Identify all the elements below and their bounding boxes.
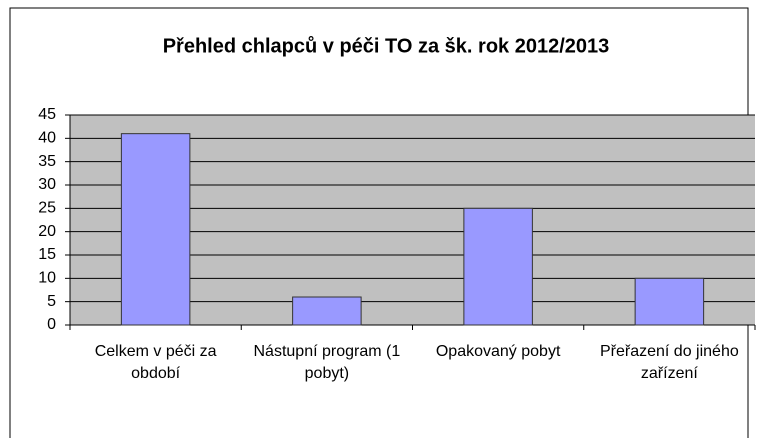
y-tick-label: 35 (38, 153, 56, 170)
y-tick-label: 15 (38, 246, 56, 263)
bar (463, 207, 533, 326)
y-tick-label: 5 (47, 293, 56, 310)
bar (292, 296, 362, 326)
bar (120, 133, 191, 326)
y-tick-label: 40 (38, 130, 56, 147)
chart-title: Přehled chlapců v péči TO za šk. rok 201… (163, 35, 610, 57)
x-tick-label: Opakovaný pobyt (435, 343, 561, 360)
y-tick-label: 0 (47, 316, 56, 333)
y-tick-label: 30 (38, 176, 56, 193)
x-tick-label: Nástupní program (1 pobyt) (253, 343, 401, 382)
x-tick-label: Celkem v péči za období (94, 343, 217, 382)
x-tick-label: Přeřazení do jiného zařízení (599, 343, 739, 382)
y-tick-label: 25 (38, 200, 56, 217)
y-tick-label: 10 (38, 270, 56, 287)
y-tick-label: 45 (38, 106, 56, 123)
y-tick-label: 20 (38, 223, 56, 240)
bar (634, 277, 705, 326)
